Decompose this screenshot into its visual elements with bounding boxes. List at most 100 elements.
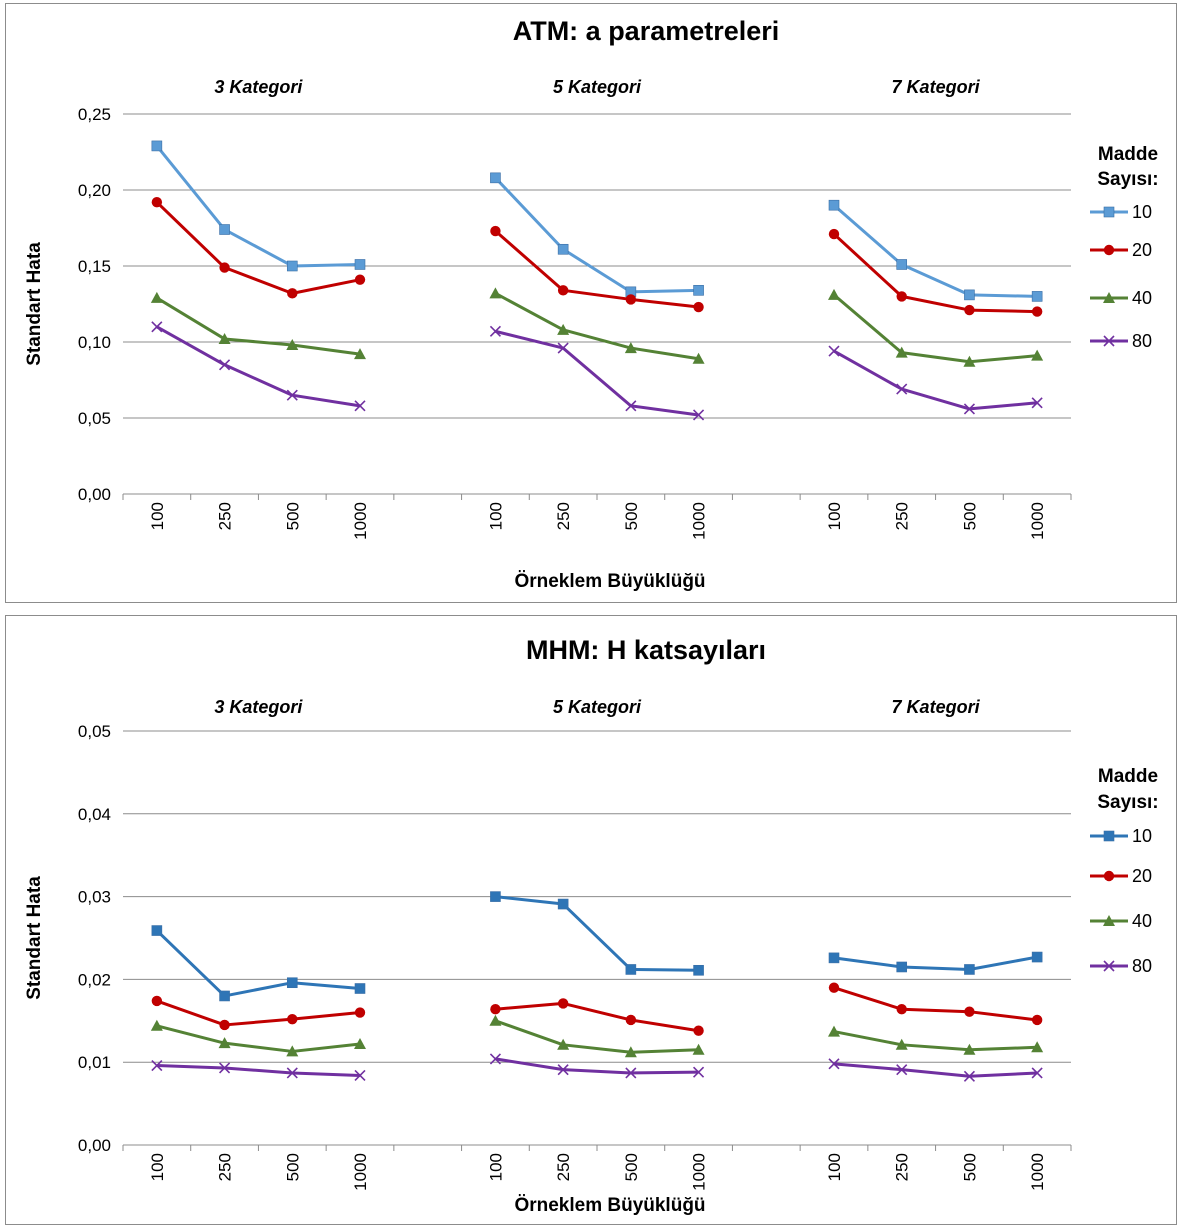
x-marker-stroke — [625, 400, 637, 412]
data-point-20 — [490, 1004, 501, 1015]
data-point-80 — [354, 1069, 366, 1082]
data-point-80 — [489, 1053, 501, 1065]
data-point-80 — [489, 325, 501, 337]
data-point-10 — [286, 977, 298, 989]
data-point-40 — [828, 1025, 840, 1037]
data-point-20 — [219, 1019, 230, 1031]
x-marker-stroke — [896, 383, 908, 395]
data-point-40 — [218, 1037, 231, 1049]
x-tick-label: 500 — [622, 1153, 641, 1181]
data-point-80 — [1031, 1067, 1043, 1079]
x-tick-label: 500 — [622, 502, 641, 530]
x-marker-stroke — [896, 1064, 908, 1076]
legend-marker-10 — [1103, 206, 1115, 218]
data-point-10 — [219, 990, 230, 1002]
data-point-20 — [354, 274, 366, 285]
series-line-80 — [156, 1064, 361, 1077]
data-point-80 — [625, 400, 637, 412]
chart-panel-mhm: MHM: H katsayıları 0,00 0,01 0,02 0,03 0,04 0,… — [5, 615, 1177, 1225]
series-line-20 — [494, 229, 699, 309]
x-tick-label: 250 — [554, 502, 573, 530]
series-line-40 — [833, 1030, 1038, 1052]
data-point-80 — [896, 1064, 908, 1076]
data-point-20 — [287, 1013, 298, 1025]
data-point-20 — [354, 1007, 366, 1018]
series-line-80 — [495, 1057, 699, 1075]
series-line-40 — [156, 296, 361, 356]
data-point-20 — [828, 982, 840, 993]
x-marker-stroke — [557, 342, 569, 354]
x-tick-label: 1000 — [351, 1153, 370, 1191]
x-marker-stroke — [219, 1062, 231, 1074]
y-tick-label: 0,03 — [78, 888, 111, 907]
data-point-80 — [219, 1062, 231, 1074]
data-point-10 — [557, 898, 569, 910]
chart-svg-atm: ATM: a parametreleri 0,00 0,05 0,10 0,15 0,20… — [24, 16, 1159, 592]
data-point-40 — [1031, 349, 1044, 361]
group-label: 7 Kategori — [892, 77, 981, 97]
x-marker-stroke — [828, 345, 840, 357]
x-tick-label: 1000 — [690, 1153, 709, 1191]
data-point-40 — [286, 1045, 299, 1057]
y-tick-label: 0,05 — [78, 409, 111, 428]
y-tick-label: 0,25 — [78, 105, 111, 124]
series-line-20 — [155, 201, 361, 295]
data-point-40 — [692, 1043, 705, 1055]
x-tick-label: 250 — [554, 1153, 573, 1181]
group-label: 7 Kategori — [892, 697, 981, 717]
x-tick-label: 1000 — [351, 502, 370, 540]
data-point-40 — [354, 1037, 366, 1049]
data-point-40 — [624, 342, 637, 354]
series-line-80 — [156, 325, 361, 408]
data-point-80 — [557, 1064, 569, 1076]
data-point-40 — [963, 1043, 976, 1055]
x-marker-stroke — [828, 1058, 840, 1070]
data-point-10 — [151, 925, 163, 936]
legend-marker-20 — [1103, 870, 1115, 882]
x-marker-stroke — [557, 1064, 569, 1076]
x-tick-label: 1000 — [1028, 1153, 1047, 1191]
data-point-80 — [151, 321, 163, 333]
y-tick-label: 0,15 — [78, 257, 111, 276]
data-point-10 — [1031, 291, 1043, 302]
data-point-10 — [286, 260, 298, 272]
x-marker-stroke — [1103, 960, 1115, 972]
data-point-80 — [693, 409, 705, 421]
data-point-20 — [693, 1025, 704, 1036]
series-line-10 — [155, 929, 361, 998]
legend-title: Sayısı: — [1097, 792, 1158, 813]
data-point-20 — [896, 1004, 907, 1015]
data-point-80 — [557, 342, 569, 354]
x-tick-label: 250 — [893, 502, 912, 530]
legend-marker-80 — [1103, 335, 1115, 347]
data-point-80 — [896, 383, 908, 395]
x-tick-label: 500 — [283, 1153, 302, 1181]
data-point-10 — [896, 961, 908, 973]
data-point-40 — [150, 1019, 163, 1031]
data-point-10 — [1031, 951, 1043, 963]
data-point-20 — [557, 998, 569, 1009]
x-marker-stroke — [489, 325, 501, 337]
series-line-40 — [494, 292, 699, 361]
data-point-40 — [624, 1046, 637, 1058]
x-marker-stroke — [151, 1059, 163, 1072]
series-line-20 — [156, 999, 361, 1027]
data-point-80 — [286, 1067, 298, 1079]
data-point-10 — [964, 964, 975, 975]
data-point-40 — [895, 1038, 908, 1050]
legend-marker-40 — [1103, 915, 1115, 926]
legend-entry-label: 10 — [1132, 202, 1152, 222]
chart-title: ATM: a parametreleri — [513, 16, 780, 46]
series-line-20 — [832, 232, 1038, 314]
series-line-40 — [833, 293, 1038, 364]
x-axis-title: Örneklem Büyüklüğü — [514, 571, 705, 592]
series-line-80 — [495, 329, 699, 417]
data-point-40 — [895, 346, 908, 358]
data-point-10 — [354, 259, 366, 270]
x-marker-stroke — [625, 1067, 637, 1079]
series-line-40 — [156, 1024, 361, 1053]
x-marker-stroke — [286, 1067, 298, 1079]
series-line-10 — [494, 176, 699, 294]
data-point-40 — [1031, 1041, 1044, 1053]
data-point-40 — [557, 1038, 570, 1050]
